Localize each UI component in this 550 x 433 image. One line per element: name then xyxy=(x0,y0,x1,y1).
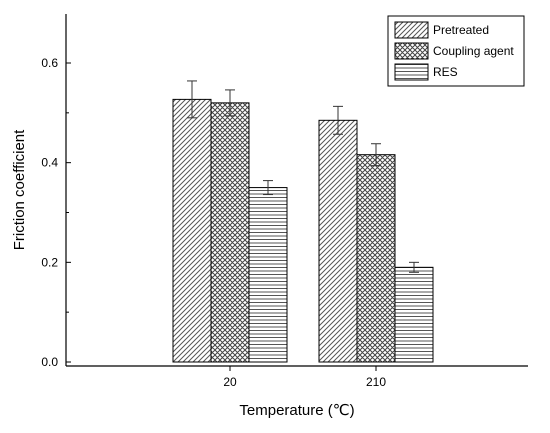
legend-label: Pretreated xyxy=(433,23,489,37)
legend-label: Coupling agent xyxy=(433,44,514,58)
x-tick-label: 210 xyxy=(366,375,386,389)
y-tick-label: 0.4 xyxy=(41,156,58,170)
x-axis-label: Temperature (℃) xyxy=(239,402,354,419)
bar-res-20 xyxy=(248,187,288,363)
bar-res-210 xyxy=(394,266,434,363)
bar-coupling-agent-210 xyxy=(356,154,396,363)
legend-label: RES xyxy=(433,65,458,79)
x-tick-label: 20 xyxy=(223,375,237,389)
y-tick-label: 0.2 xyxy=(41,255,58,269)
bar-pretreated-20 xyxy=(172,98,212,363)
legend-swatch xyxy=(394,63,429,81)
y-axis-ticks: 0.0 0.2 0.4 0.6 xyxy=(41,56,71,369)
x-axis-ticks: 20 210 xyxy=(223,366,386,389)
y-tick-label: 0.0 xyxy=(41,355,58,369)
legend-swatch xyxy=(394,21,429,39)
y-tick-label: 0.6 xyxy=(41,56,58,70)
legend-swatch xyxy=(394,42,429,60)
bar-pretreated-210 xyxy=(318,119,358,363)
legend: Pretreated Coupling agent RES xyxy=(387,15,525,87)
bar-coupling-agent-20 xyxy=(210,102,250,363)
y-axis-label: Friction coefficient xyxy=(11,129,28,250)
bar-group xyxy=(172,98,434,363)
error-bar-group xyxy=(187,80,419,273)
